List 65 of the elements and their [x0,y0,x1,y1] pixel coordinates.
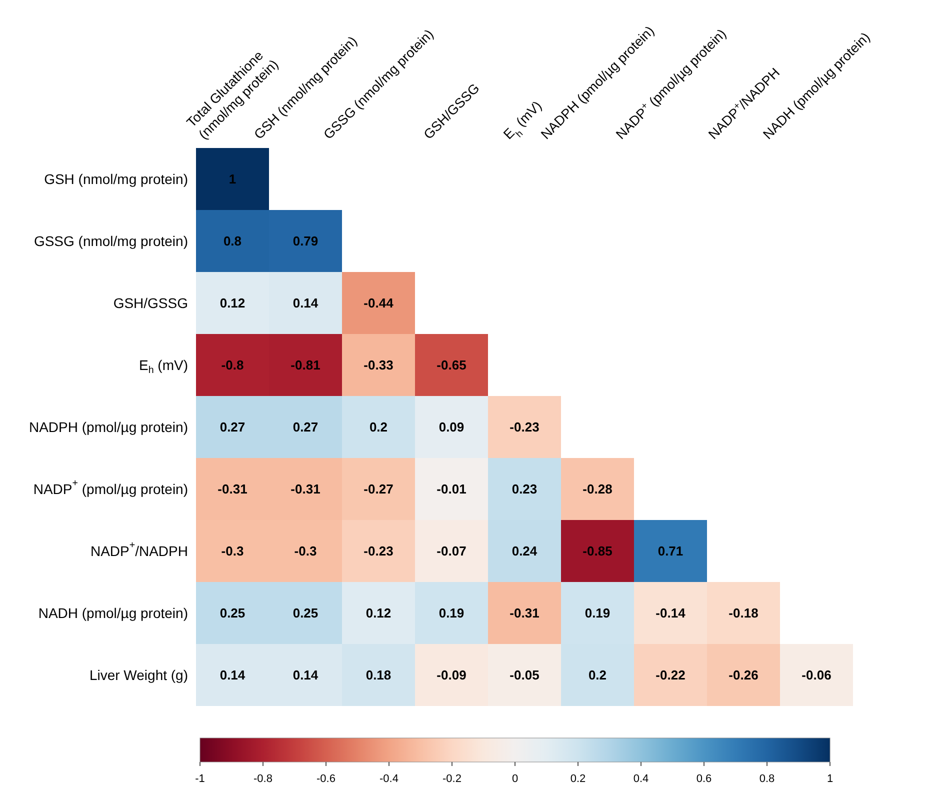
data-label: -0.09 [436,668,466,682]
color-bar-label: 0 [512,773,518,785]
data-label: -0.31 [510,606,540,620]
data-label: -0.28 [582,482,612,496]
y-tick-label: NADPH (pmol/µg protein) [28,419,188,435]
color-bar-label: 0.8 [759,773,775,785]
y-tick-label: Liver Weight (g) [89,667,188,683]
data-label: -0.31 [290,482,320,496]
y-tick-label: GSH/GSSG [113,295,188,311]
data-label: 0.12 [366,606,392,620]
data-label: -0.01 [436,482,466,496]
data-label: 0.71 [658,544,684,558]
data-label: 0.79 [292,234,318,248]
data-label: 0.27 [220,420,246,434]
color-bar-label: 0.6 [696,773,712,785]
data-label: 0.24 [512,544,538,558]
data-label: -0.65 [436,358,466,372]
data-label: -0.3 [221,544,244,558]
data-label: -0.06 [802,668,832,682]
color-bar-label: 0.4 [633,773,649,785]
data-label: -0.18 [728,606,758,620]
data-label: -0.23 [364,544,394,558]
y-tick-label: E$_{h}$ (mV) [138,357,188,376]
color-bar-label: 1 [826,773,834,785]
y-tick-label: GSH (nmol/mg protein) [44,171,188,187]
data-label: -0.8 [221,358,244,372]
y-tick-label: GSSG (nmol/mg protein) [34,233,188,249]
data-label: 0.23 [512,482,538,496]
y-tick-label: NADP$^{+}$ (pmol/µg protein) [33,478,188,497]
data-label: 1 [228,172,236,186]
data-label: -0.23 [510,420,540,434]
data-label: -0.26 [728,668,758,682]
data-label: 0.27 [292,420,318,434]
color-bar-label: -0.4 [380,773,398,785]
data-label: 0.2 [588,668,607,682]
data-label: 0.19 [438,606,464,620]
y-tick-label: NADP$^{+}$/NADPH [90,540,188,559]
data-label: 0.14 [292,296,319,310]
color-bar-label: -1 [195,773,205,785]
color-bar-label: 0.2 [570,773,586,785]
data-label: 0.19 [584,606,610,620]
data-label: 0.25 [292,606,318,620]
data-label: -0.05 [510,668,540,682]
data-label: 0.14 [220,668,246,682]
data-label: 0.8 [223,234,242,248]
data-label: -0.44 [364,296,394,310]
data-label: -0.31 [218,482,248,496]
data-label: 0.14 [292,668,319,682]
y-tick-label: NADH (pmol/µg protein) [38,605,188,621]
data-label: -0.22 [656,668,686,682]
data-label: -0.14 [656,606,686,620]
data-label: -0.81 [290,358,320,372]
data-label: 0.18 [366,668,392,682]
color-bar-label: -0.6 [316,773,336,785]
data-label: 0.12 [220,296,246,310]
data-label: -0.07 [436,544,466,558]
data-label: -0.33 [364,358,394,372]
data-label: 0.2 [369,420,388,434]
data-label: -0.27 [364,482,394,496]
data-label: 0.25 [220,606,246,620]
color-bar-label: -0.2 [442,773,462,785]
data-label: -0.3 [294,544,317,558]
color-bar-label: -0.8 [254,773,272,785]
data-label: -0.85 [582,544,612,558]
data-label: 0.09 [438,420,464,434]
